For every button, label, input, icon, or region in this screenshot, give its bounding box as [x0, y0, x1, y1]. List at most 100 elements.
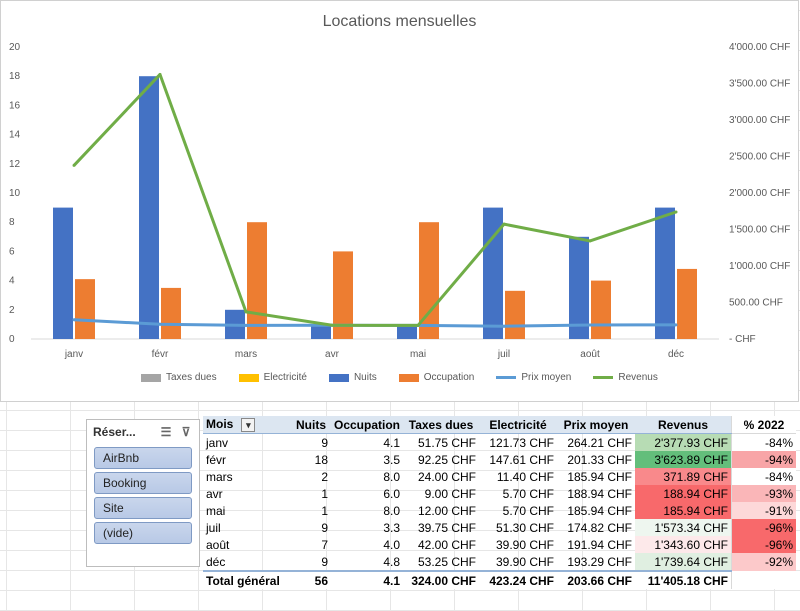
cell-month[interactable]: janv — [206, 435, 229, 450]
cell-prix-moyen[interactable]: 264.21 CHF — [567, 435, 633, 450]
legend-item[interactable]: Taxes dues — [141, 372, 217, 383]
filter-dropdown-icon[interactable]: ▾ — [241, 417, 256, 432]
cell-pct[interactable]: -84% — [731, 468, 797, 485]
cell-occupation[interactable]: 6.0 — [383, 486, 401, 501]
cell-prix-moyen[interactable]: 193.29 CHF — [567, 554, 633, 569]
legend-item[interactable]: Nuits — [328, 372, 377, 383]
combo-chart: 0 2 4 6 8 10 12 14 16 18 20 - CHF 500.00 CHF 1'000.00… — [9, 42, 790, 360]
cell-prix-moyen[interactable]: 201.33 CHF — [567, 452, 633, 467]
cell-occupation[interactable]: 4.1 — [383, 435, 401, 450]
cell-nuits[interactable]: 1 — [321, 486, 328, 501]
legend-item[interactable]: Electricité — [238, 372, 307, 383]
cell-nuits[interactable]: 7 — [321, 537, 328, 552]
cell-pct[interactable]: -94% — [731, 451, 797, 468]
cell-prix-moyen[interactable]: 185.94 CHF — [567, 469, 633, 484]
cell-revenus[interactable]: 2'377.93 CHF — [635, 433, 732, 451]
slicer-item-booking[interactable]: Booking — [94, 472, 192, 494]
total-revenus: 11'405.18 CHF — [635, 570, 732, 589]
legend-item[interactable]: Prix moyen — [496, 372, 571, 383]
cell-nuits[interactable]: 9 — [321, 554, 328, 569]
cell-occupation[interactable]: 8.0 — [383, 469, 401, 484]
cell-taxes[interactable]: 53.25 CHF — [417, 554, 477, 569]
cell-revenus[interactable]: 185.94 CHF — [635, 502, 732, 519]
cell-pct[interactable]: -92% — [731, 553, 797, 571]
reservation-slicer[interactable]: Réser... ☰ ⊽ AirBnb Booking Site (vide) — [86, 419, 200, 567]
table-row[interactable]: avr 1 6.0 9.00 CHF 5.70 CHF 188.94 CHF 188.94 … — [203, 485, 797, 502]
cell-electricite[interactable]: 39.90 CHF — [495, 537, 555, 552]
cell-occupation[interactable]: 3.3 — [383, 520, 401, 535]
cell-occupation[interactable]: 3.5 — [383, 452, 401, 467]
cell-revenus[interactable]: 3'623.89 CHF — [635, 451, 732, 468]
header-taxes[interactable]: Taxes dues — [403, 416, 480, 434]
cell-taxes[interactable]: 42.00 CHF — [417, 537, 477, 552]
y-tick-label: 8 — [9, 217, 15, 228]
chart-area[interactable]: Locations mensuelles 0 2 4 6 8 10 12 14 16 18 20 - … — [0, 0, 799, 402]
legend-item[interactable]: Revenus — [593, 372, 658, 383]
cell-revenus[interactable]: 1'573.34 CHF — [635, 519, 732, 536]
cell-nuits[interactable]: 1 — [321, 503, 328, 518]
cell-taxes[interactable]: 51.75 CHF — [417, 435, 477, 450]
cell-pct[interactable]: -91% — [731, 502, 797, 519]
legend-item[interactable]: Occupation — [398, 372, 474, 383]
point-prix-moyen — [502, 324, 506, 328]
cell-revenus[interactable]: 1'343.60 CHF — [635, 536, 732, 553]
cell-occupation[interactable]: 4.8 — [383, 554, 401, 569]
cell-month[interactable]: mai — [206, 503, 226, 518]
cell-prix-moyen[interactable]: 188.94 CHF — [567, 486, 633, 501]
slicer-item-empty[interactable]: (vide) — [94, 522, 192, 544]
cell-electricite[interactable]: 147.61 CHF — [489, 452, 555, 467]
cell-month[interactable]: avr — [206, 486, 223, 501]
header-mois[interactable]: Mois ▾ — [203, 416, 291, 434]
header-nuits[interactable]: Nuits — [291, 416, 331, 434]
cell-pct[interactable]: -93% — [731, 485, 797, 502]
multi-select-icon[interactable]: ☰ — [160, 425, 172, 439]
table-row[interactable]: janv 9 4.1 51.75 CHF 121.73 CHF 264.21 CHF 2'3… — [203, 433, 797, 451]
cell-revenus[interactable]: 188.94 CHF — [635, 485, 732, 502]
cell-month[interactable]: août — [206, 537, 230, 552]
cell-month[interactable]: mars — [206, 469, 233, 484]
table-row[interactable]: mars 2 8.0 24.00 CHF 11.40 CHF 185.94 CHF 371.… — [203, 468, 797, 485]
header-revenus[interactable]: Revenus — [635, 416, 732, 434]
cell-taxes[interactable]: 9.00 CHF — [424, 486, 477, 501]
slicer-item-airbnb[interactable]: AirBnb — [94, 447, 192, 469]
cell-month[interactable]: févr — [206, 452, 227, 467]
cell-nuits[interactable]: 2 — [321, 469, 328, 484]
cell-taxes[interactable]: 92.25 CHF — [417, 452, 477, 467]
header-pct-2022[interactable]: % 2022 — [731, 416, 797, 434]
cell-taxes[interactable]: 12.00 CHF — [417, 503, 477, 518]
cell-pct[interactable]: -84% — [731, 433, 797, 451]
cell-occupation[interactable]: 8.0 — [383, 503, 401, 518]
cell-pct[interactable]: -96% — [731, 519, 797, 536]
header-electricite[interactable]: Electricité — [479, 416, 558, 434]
cell-electricite[interactable]: 51.30 CHF — [495, 520, 555, 535]
cell-occupation[interactable]: 4.0 — [383, 537, 401, 552]
cell-electricite[interactable]: 11.40 CHF — [496, 469, 555, 484]
table-row[interactable]: mai 1 8.0 12.00 CHF 5.70 CHF 185.94 CHF 185.94… — [203, 502, 797, 519]
cell-revenus[interactable]: 1'739.64 CHF — [635, 553, 732, 571]
header-occupation[interactable]: Occupation — [331, 416, 404, 434]
cell-taxes[interactable]: 24.00 CHF — [417, 469, 477, 484]
cell-revenus[interactable]: 371.89 CHF — [635, 468, 732, 485]
cell-electricite[interactable]: 39.90 CHF — [495, 554, 555, 569]
cell-nuits[interactable]: 9 — [321, 435, 328, 450]
cell-prix-moyen[interactable]: 191.94 CHF — [567, 537, 633, 552]
cell-taxes[interactable]: 39.75 CHF — [417, 520, 477, 535]
table-row[interactable]: juil 9 3.3 39.75 CHF 51.30 CHF 174.82 CHF 1'57… — [203, 519, 797, 536]
cell-electricite[interactable]: 5.70 CHF — [502, 486, 555, 501]
cell-month[interactable]: déc — [206, 554, 226, 569]
pivot-table[interactable]: Mois ▾ Nuits Occupation Taxes dues Electr… — [203, 416, 797, 589]
cell-electricite[interactable]: 5.70 CHF — [502, 503, 555, 518]
slicer-item-site[interactable]: Site — [94, 497, 192, 519]
table-row[interactable]: févr 18 3.5 92.25 CHF 147.61 CHF 201.33 CHF 3'… — [203, 451, 797, 468]
table-row[interactable]: août 7 4.0 42.00 CHF 39.90 CHF 191.94 CHF 1'34… — [203, 536, 797, 553]
header-prix-moyen[interactable]: Prix moyen — [557, 416, 636, 434]
cell-nuits[interactable]: 9 — [321, 520, 328, 535]
cell-month[interactable]: juil — [206, 520, 221, 535]
clear-filter-icon[interactable]: ⊽ — [181, 425, 191, 439]
cell-electricite[interactable]: 121.73 CHF — [489, 435, 555, 450]
cell-prix-moyen[interactable]: 185.94 CHF — [567, 503, 633, 518]
table-row[interactable]: déc 9 4.8 53.25 CHF 39.90 CHF 193.29 CHF 1'739… — [203, 553, 797, 571]
cell-pct[interactable]: -96% — [731, 536, 797, 553]
cell-prix-moyen[interactable]: 174.82 CHF — [567, 520, 633, 535]
cell-nuits[interactable]: 18 — [314, 452, 328, 467]
